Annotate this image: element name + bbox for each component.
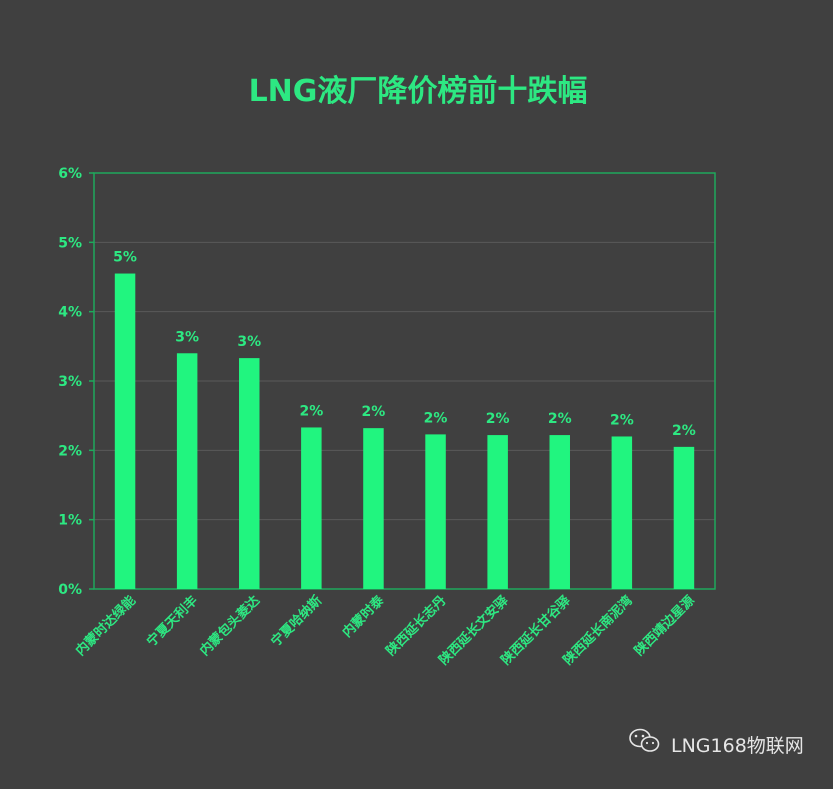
y-axis-ticks: 0% 1% 2% 3% 4% 5% 6% <box>58 166 94 598</box>
data-label: 5% <box>113 250 137 266</box>
data-label: 3% <box>237 334 261 350</box>
watermark: LNG168物联网 <box>629 728 804 757</box>
data-label: 2% <box>424 410 448 426</box>
data-labels: 5% 3% 3% 2% 2% 2% 2% 2% 2% 2% <box>113 250 696 439</box>
bar <box>176 353 198 589</box>
x-category-label: 内蒙包头菱达 <box>197 593 263 659</box>
bar <box>114 273 136 589</box>
x-category-label: 宁夏哈纳斯 <box>268 593 325 650</box>
grid-lines <box>94 241 715 521</box>
data-label: 2% <box>299 403 323 419</box>
data-label: 2% <box>362 404 386 420</box>
x-category-label: 宁夏天利丰 <box>144 593 201 650</box>
x-category-label: 内蒙时泰 <box>339 592 388 641</box>
y-tick-label: 1% <box>58 513 82 529</box>
data-label: 2% <box>672 423 696 439</box>
y-tick-label: 2% <box>58 443 82 459</box>
bar <box>239 358 260 589</box>
x-category-label: 陕西靖边星源 <box>631 593 697 659</box>
data-label: 2% <box>610 412 634 428</box>
y-tick-label: 0% <box>58 582 82 598</box>
bar <box>487 435 508 589</box>
y-tick-label: 6% <box>58 166 82 182</box>
wechat-icon <box>629 728 660 752</box>
bar <box>301 427 322 589</box>
bar <box>611 436 633 589</box>
bar <box>363 428 384 589</box>
data-label: 2% <box>548 411 572 427</box>
bar <box>425 434 446 589</box>
x-category-label: 陕西延长志丹 <box>383 593 449 659</box>
data-label: 3% <box>175 329 199 345</box>
x-category-label: 内蒙时达绿能 <box>72 593 138 659</box>
y-tick-label: 4% <box>58 305 82 321</box>
bars <box>114 273 695 589</box>
bar <box>549 435 570 589</box>
data-label: 2% <box>486 411 510 427</box>
bar <box>673 446 695 589</box>
y-tick-label: 3% <box>58 374 82 390</box>
watermark-text: LNG168物联网 <box>671 735 804 757</box>
y-tick-label: 5% <box>58 235 82 251</box>
chart-title: LNG液厂降价榜前十跌幅 <box>249 74 588 109</box>
